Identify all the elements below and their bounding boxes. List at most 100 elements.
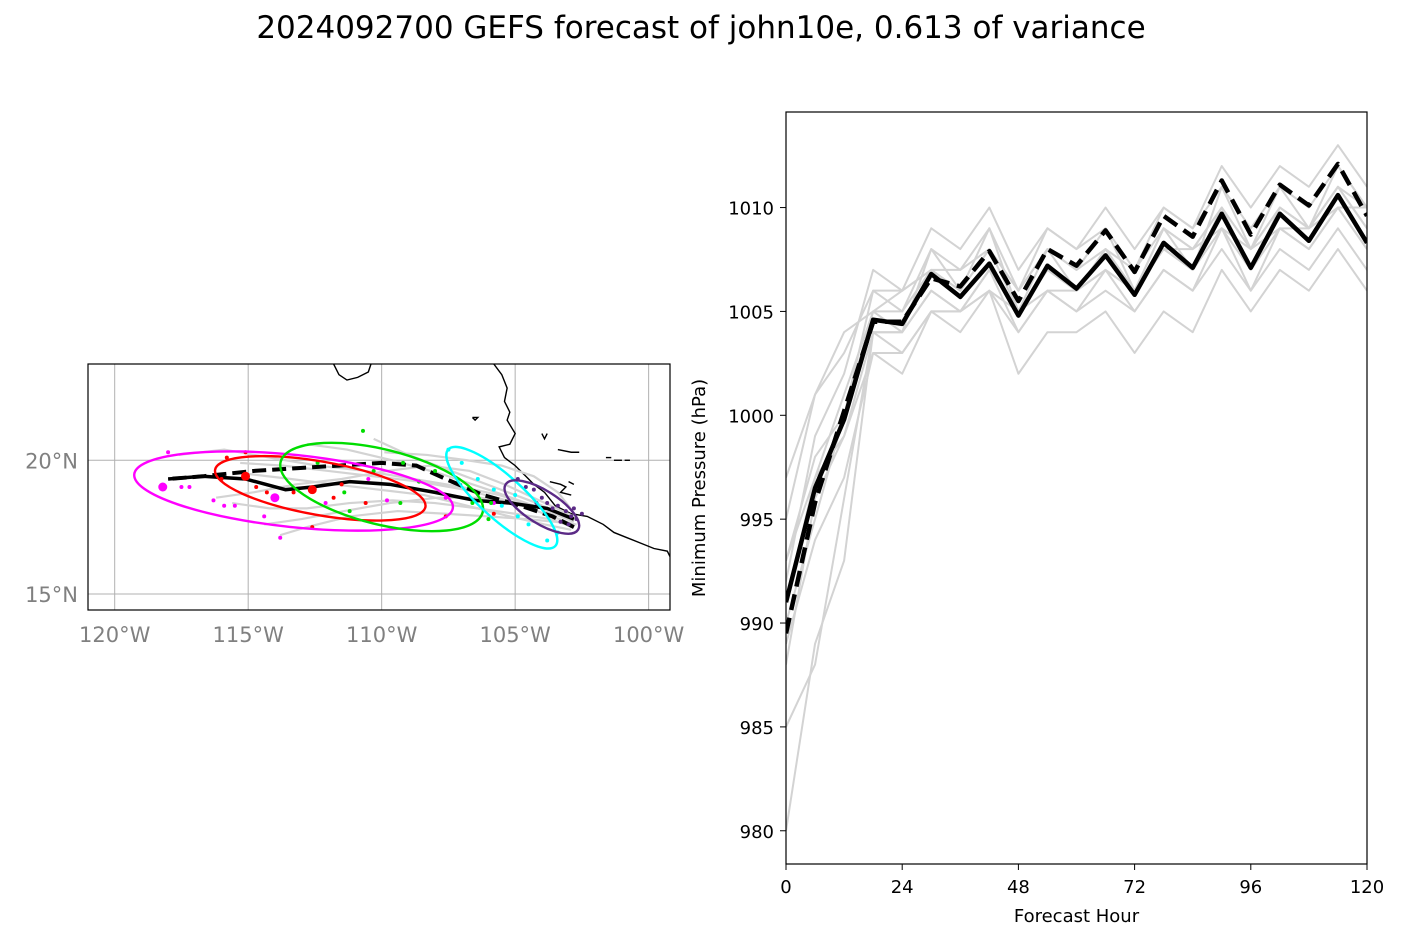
coastline: [332, 364, 372, 381]
position-point: [531, 487, 536, 492]
position-point: [563, 509, 568, 514]
track-map: 120°W 115°W 110°W 105°W 100°W 15°N 20°N: [25, 363, 685, 647]
position-point: [470, 501, 475, 506]
y-tick-label: 995: [740, 510, 774, 531]
position-point: [371, 468, 376, 473]
x-tick-label: 120: [1350, 877, 1384, 898]
coastline: [471, 416, 480, 422]
position-point: [491, 487, 496, 492]
member-series-line: [786, 248, 1367, 728]
position-point: [571, 506, 576, 511]
position-point: [513, 493, 518, 498]
member-series-line: [786, 185, 1367, 561]
member-series-line: [786, 227, 1367, 562]
cluster-centroid: [241, 471, 251, 481]
spread-ellipse: [279, 441, 485, 533]
position-point: [523, 485, 528, 489]
position-point: [545, 538, 550, 543]
position-point: [331, 495, 336, 500]
map-lon-tick-label: 120°W: [79, 623, 151, 647]
x-tick-label: 48: [1007, 877, 1030, 898]
position-point: [339, 482, 344, 487]
x-tick-label: 24: [891, 877, 914, 898]
position-point: [222, 503, 227, 508]
position-point: [360, 428, 365, 433]
spread-ellipse: [503, 479, 581, 535]
y-tick-label: 985: [740, 718, 774, 739]
position-point: [433, 468, 438, 473]
position-point: [264, 490, 269, 495]
coastline: [549, 480, 572, 496]
position-point: [489, 501, 494, 506]
spread-ellipse: [213, 454, 427, 522]
position-point: [278, 535, 283, 540]
chart-plot-area: [786, 144, 1367, 831]
position-point: [401, 460, 406, 465]
coastline: [568, 481, 575, 485]
map-frame: [87, 363, 671, 611]
position-point: [179, 485, 184, 489]
position-point: [579, 511, 584, 516]
position-point: [566, 522, 571, 527]
member-series-line: [786, 206, 1367, 831]
member-series-line: [786, 185, 1367, 624]
position-point: [385, 498, 390, 503]
position-point: [224, 455, 229, 460]
mean-series-line: [786, 192, 1367, 603]
position-point: [291, 490, 296, 495]
position-point: [491, 511, 496, 516]
cluster-centroid: [307, 485, 317, 495]
position-point: [211, 498, 216, 503]
x-axis-label: Forecast Hour: [1014, 906, 1140, 927]
position-point: [254, 485, 259, 489]
y-tick-label: 1000: [728, 406, 774, 427]
position-point: [558, 519, 563, 524]
position-point: [499, 503, 504, 508]
y-axis-label: Minimum Pressure (hPa): [689, 379, 710, 597]
position-point: [342, 490, 347, 495]
y-tick-label: 1010: [728, 199, 774, 220]
position-point: [323, 501, 328, 506]
position-point: [550, 506, 555, 511]
position-point: [363, 501, 368, 506]
y-tick-label: 1005: [728, 302, 774, 323]
member-series-line: [786, 144, 1367, 582]
position-point: [515, 514, 520, 519]
y-tick-label: 990: [740, 614, 774, 635]
position-point: [459, 460, 464, 465]
member-series-line: [786, 165, 1367, 603]
position-point: [475, 476, 480, 481]
cluster-centroid: [158, 482, 168, 492]
coastline: [493, 364, 670, 557]
figure-title: 2024092700 GEFS forecast of john10e, 0.6…: [256, 10, 1146, 46]
x-tick-label: 0: [780, 877, 791, 898]
control-series-line: [786, 161, 1367, 634]
map-lon-tick-label: 115°W: [213, 623, 285, 647]
x-tick-label: 72: [1123, 877, 1146, 898]
spread-ellipse: [445, 445, 559, 550]
member-series-line: [786, 206, 1367, 665]
coastline: [541, 433, 548, 441]
map-lat-tick-label: 20°N: [25, 449, 78, 473]
member-series-line: [786, 165, 1367, 520]
map-lat-tick-label: 15°N: [25, 583, 78, 607]
position-point: [347, 509, 352, 514]
cluster-centroid: [270, 493, 280, 503]
position-point: [555, 503, 560, 508]
position-point: [262, 514, 267, 519]
chart-frame: [785, 111, 1368, 865]
position-point: [545, 501, 550, 506]
position-point: [569, 514, 574, 519]
member-series-line: [786, 185, 1367, 478]
position-point: [166, 450, 171, 455]
position-point: [539, 495, 544, 500]
map-lon-tick-label: 100°W: [613, 623, 685, 647]
map-lon-tick-label: 110°W: [346, 623, 418, 647]
ensemble-track: [279, 509, 577, 537]
map-lon-tick-label: 105°W: [479, 623, 551, 647]
map-plot-area: [88, 364, 670, 610]
position-point: [486, 517, 491, 522]
ensemble-track: [373, 437, 572, 521]
position-point: [526, 522, 531, 527]
position-point: [398, 501, 403, 506]
